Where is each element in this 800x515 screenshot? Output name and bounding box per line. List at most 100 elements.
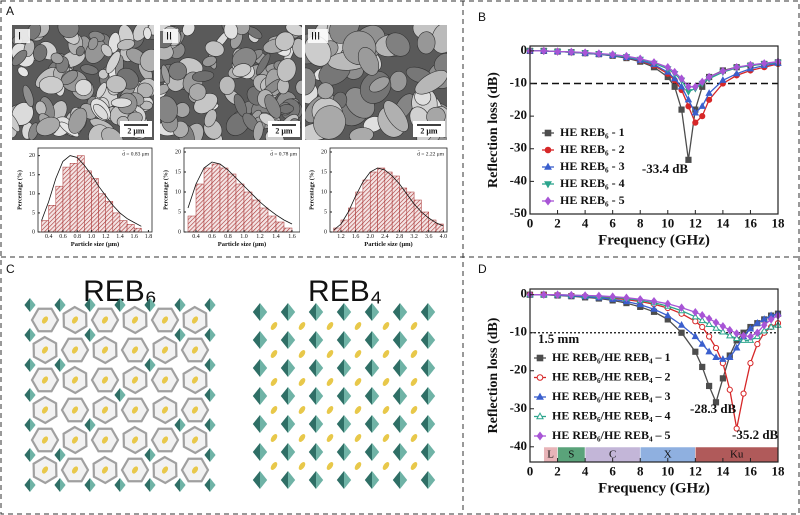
octahedron bbox=[364, 331, 372, 349]
octahedron bbox=[280, 471, 288, 489]
plot-frame bbox=[37, 147, 153, 233]
grain bbox=[12, 110, 21, 132]
x-tick-label: 0.8 bbox=[224, 234, 232, 240]
octahedron bbox=[204, 298, 210, 312]
y-tick-label: 15 bbox=[29, 172, 35, 178]
x-tick-label: 1.6 bbox=[352, 234, 360, 240]
octahedron bbox=[204, 358, 210, 372]
grain bbox=[101, 127, 124, 140]
grain bbox=[57, 25, 80, 39]
marker bbox=[554, 290, 561, 299]
grain bbox=[68, 107, 88, 134]
octahedron bbox=[428, 443, 436, 461]
octahedron bbox=[392, 415, 400, 433]
x-tick-label: 0.4 bbox=[45, 234, 53, 240]
octahedron bbox=[392, 303, 400, 321]
octahedron bbox=[392, 331, 400, 349]
atom bbox=[161, 466, 169, 474]
octahedron bbox=[252, 471, 260, 489]
octahedron bbox=[336, 359, 344, 377]
marker bbox=[746, 324, 755, 332]
y-tick-label: 0 bbox=[521, 42, 528, 57]
octahedron bbox=[60, 478, 66, 492]
atom bbox=[41, 346, 49, 354]
marker bbox=[691, 332, 700, 340]
x-tick-label: 2.4 bbox=[381, 234, 389, 240]
marker bbox=[678, 74, 685, 83]
marker bbox=[719, 322, 727, 331]
octahedron bbox=[420, 331, 428, 349]
atom bbox=[382, 322, 390, 330]
bar bbox=[126, 224, 135, 233]
octahedron bbox=[252, 359, 260, 377]
x-tick-label: 8 bbox=[637, 215, 644, 230]
octahedron bbox=[204, 328, 210, 342]
legend-label: HE REB₆/HE REB₄ – 1 bbox=[552, 350, 671, 364]
octahedron bbox=[308, 387, 316, 405]
octahedron bbox=[372, 443, 380, 461]
atom bbox=[101, 406, 109, 414]
grain bbox=[117, 39, 135, 51]
y-tick-label: 5 bbox=[324, 209, 327, 215]
octahedron bbox=[400, 471, 408, 489]
bar bbox=[133, 227, 142, 233]
atom bbox=[131, 316, 139, 324]
legend-label: HE REB₆ - 2 bbox=[560, 142, 625, 156]
marker bbox=[677, 82, 686, 90]
octahedron bbox=[316, 331, 324, 349]
marker bbox=[754, 328, 761, 337]
octahedron bbox=[364, 415, 372, 433]
label-box bbox=[15, 29, 30, 43]
grain bbox=[22, 84, 34, 107]
atom bbox=[410, 322, 418, 330]
octahedron bbox=[280, 415, 288, 433]
marker bbox=[650, 296, 658, 306]
fit-curve bbox=[41, 155, 142, 227]
atom bbox=[131, 436, 139, 444]
grain bbox=[416, 31, 436, 55]
atom bbox=[71, 376, 79, 384]
grain bbox=[255, 53, 271, 76]
grain bbox=[105, 50, 121, 74]
x-tick-label: 18 bbox=[772, 463, 786, 478]
grain bbox=[275, 31, 295, 51]
octahedron bbox=[288, 359, 296, 377]
octahedron bbox=[344, 359, 352, 377]
grain bbox=[431, 25, 447, 54]
octahedron bbox=[308, 359, 316, 377]
marker bbox=[726, 325, 734, 335]
x-tick-label: 16 bbox=[744, 215, 758, 230]
octahedron bbox=[30, 448, 36, 462]
grain bbox=[161, 64, 171, 85]
grain bbox=[110, 97, 132, 108]
y-axis-label: Percentage (%) bbox=[308, 170, 315, 210]
octahedron bbox=[372, 471, 380, 489]
marker bbox=[609, 50, 616, 59]
octahedron bbox=[24, 478, 30, 492]
x-tick-label: 12 bbox=[689, 215, 702, 230]
atom bbox=[191, 436, 199, 444]
octahedron bbox=[316, 303, 324, 321]
annotation: -35.2 dB bbox=[732, 427, 779, 442]
marker bbox=[678, 303, 685, 312]
atom bbox=[131, 406, 139, 414]
panel-label: C bbox=[6, 262, 15, 276]
y-tick-label: 0 bbox=[324, 229, 327, 235]
atom bbox=[326, 322, 334, 330]
octahedron bbox=[252, 443, 260, 461]
grain bbox=[414, 70, 447, 95]
octahedron bbox=[180, 328, 186, 342]
marker bbox=[705, 320, 713, 327]
octahedron bbox=[260, 331, 268, 349]
octahedron bbox=[120, 298, 126, 312]
bar bbox=[219, 167, 229, 233]
marker bbox=[623, 51, 630, 61]
atom bbox=[298, 406, 306, 414]
marker bbox=[712, 344, 720, 352]
marker bbox=[719, 66, 727, 76]
marker bbox=[747, 360, 754, 367]
octahedron bbox=[30, 358, 36, 372]
x-tick-label: 0 bbox=[527, 463, 534, 478]
marker bbox=[706, 333, 713, 340]
grain bbox=[295, 79, 302, 95]
